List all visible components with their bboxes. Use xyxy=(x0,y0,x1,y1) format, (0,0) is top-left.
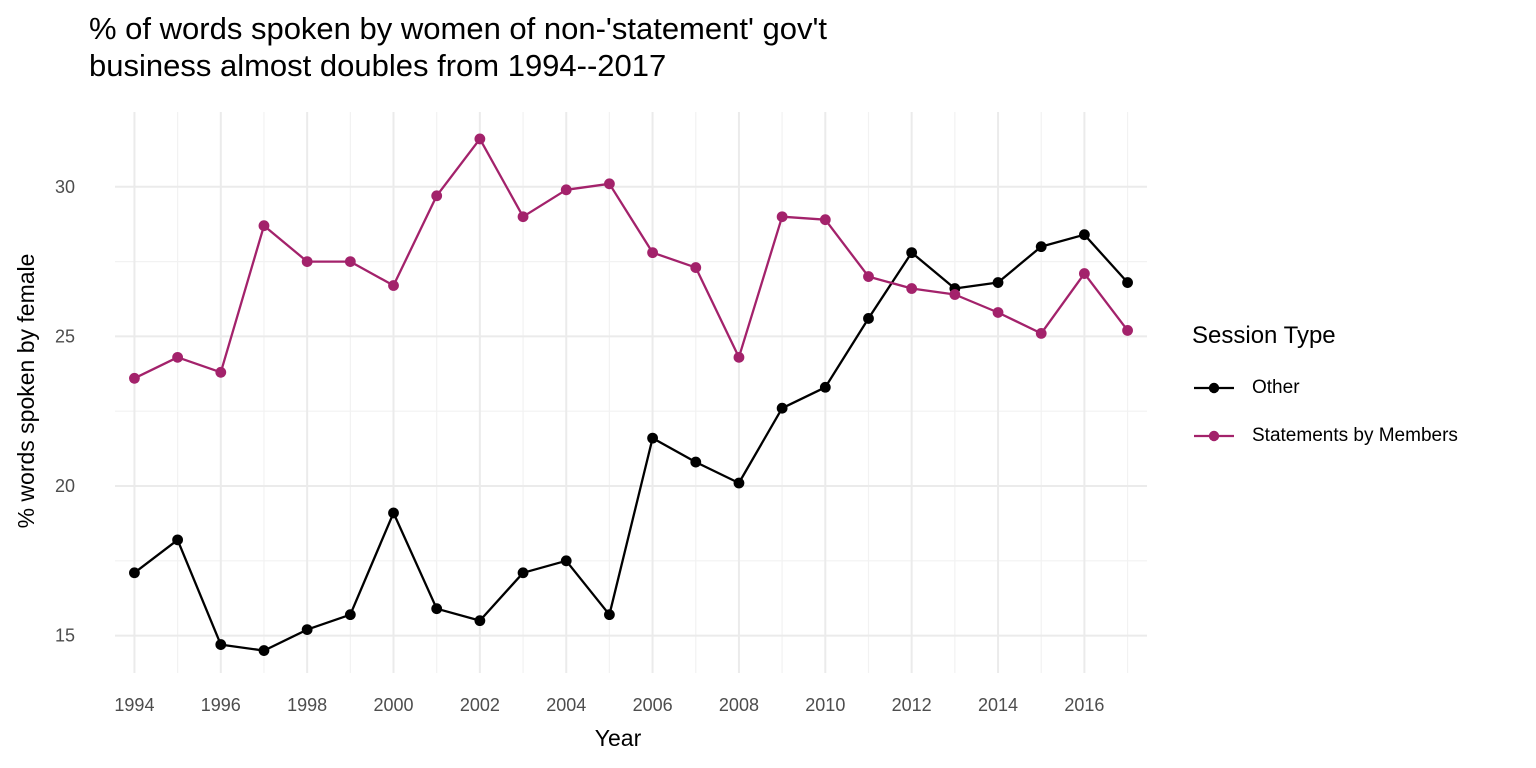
data-point xyxy=(431,603,443,615)
legend-label-statements: Statements by Members xyxy=(1252,425,1458,446)
data-point xyxy=(604,178,615,190)
y-axis-title: % words spoken by female xyxy=(13,254,39,529)
legend-item-other: Other xyxy=(1192,364,1458,412)
x-tick-label: 2002 xyxy=(460,695,500,715)
legend-title: Session Type xyxy=(1192,322,1336,349)
x-tick-label: 2010 xyxy=(805,695,845,715)
data-point xyxy=(992,307,1004,318)
data-point xyxy=(776,402,788,414)
chart-title: % of words spoken by women of non-'state… xyxy=(89,10,827,84)
data-point xyxy=(1035,328,1047,339)
data-point xyxy=(301,256,313,267)
y-tick-label: 30 xyxy=(55,177,75,197)
data-point xyxy=(474,615,486,627)
chart-title-line-2: business almost doubles from 1994--2017 xyxy=(89,48,667,83)
data-point xyxy=(690,456,702,468)
data-point xyxy=(733,351,745,363)
series-other xyxy=(129,229,1133,656)
major-gridlines xyxy=(115,112,1147,673)
data-point xyxy=(992,277,1004,288)
data-point xyxy=(906,247,918,259)
legend: Session Type Other Statements by Members xyxy=(1192,322,1458,460)
data-point xyxy=(388,280,399,291)
x-axis-title: Year xyxy=(595,725,642,751)
data-point xyxy=(647,247,658,259)
data-point xyxy=(776,211,788,223)
data-point xyxy=(1078,229,1090,241)
x-tick-label: 1996 xyxy=(201,695,241,715)
x-tick-label: 2016 xyxy=(1064,695,1104,715)
legend-item-statements: Statements by Members xyxy=(1192,412,1458,460)
data-point xyxy=(819,381,831,393)
y-axis-ticks: 15 20 25 30 xyxy=(55,177,75,646)
x-tick-label: 2006 xyxy=(633,695,673,715)
data-point xyxy=(215,639,227,650)
data-point xyxy=(474,133,486,145)
data-point xyxy=(431,190,443,202)
minor-gridlines xyxy=(115,112,1147,673)
x-tick-label: 2014 xyxy=(978,695,1018,715)
data-point xyxy=(560,184,572,196)
data-point xyxy=(1078,268,1090,279)
x-tick-label: 2008 xyxy=(719,695,759,715)
chart-title-line-1: % of words spoken by women of non-'state… xyxy=(89,11,828,46)
legend-key-statements xyxy=(1194,430,1234,442)
y-tick-label: 25 xyxy=(55,326,75,346)
data-point xyxy=(690,262,702,273)
y-tick-label: 15 xyxy=(55,626,75,646)
data-point xyxy=(819,214,831,226)
x-tick-label: 1994 xyxy=(114,695,154,715)
data-point xyxy=(1035,241,1047,253)
data-point xyxy=(863,313,874,324)
y-tick-label: 20 xyxy=(55,476,75,496)
legend-key-other xyxy=(1194,382,1234,394)
data-point xyxy=(949,289,961,300)
data-point xyxy=(906,283,918,294)
data-point xyxy=(215,366,227,378)
data-point xyxy=(1122,277,1133,288)
x-tick-label: 1998 xyxy=(287,695,327,715)
data-point xyxy=(863,271,874,282)
data-point xyxy=(172,351,184,363)
data-point xyxy=(560,555,572,567)
x-axis-ticks: 1994 1996 1998 2000 2002 2004 2006 2008 2010 2012… xyxy=(114,695,1104,715)
x-tick-label: 2004 xyxy=(546,695,586,715)
data-point xyxy=(344,256,356,267)
data-point xyxy=(388,507,399,519)
data-point xyxy=(129,567,140,579)
data-point xyxy=(517,211,529,223)
data-point xyxy=(604,609,615,621)
legend-label-other: Other xyxy=(1252,377,1300,398)
data-point xyxy=(129,372,140,384)
x-tick-label: 2012 xyxy=(892,695,932,715)
x-tick-label: 2000 xyxy=(373,695,413,715)
data-point xyxy=(301,624,313,636)
data-point xyxy=(258,220,270,232)
data-point xyxy=(172,534,184,546)
series-layer xyxy=(129,133,1133,656)
data-point xyxy=(258,645,270,656)
data-point xyxy=(647,432,658,444)
data-point xyxy=(344,609,356,621)
series-statements-by-members xyxy=(129,133,1133,384)
series-line xyxy=(133,233,1129,652)
data-point xyxy=(517,567,529,579)
data-point xyxy=(733,477,745,489)
data-point xyxy=(1122,325,1133,336)
series-line xyxy=(133,137,1129,380)
